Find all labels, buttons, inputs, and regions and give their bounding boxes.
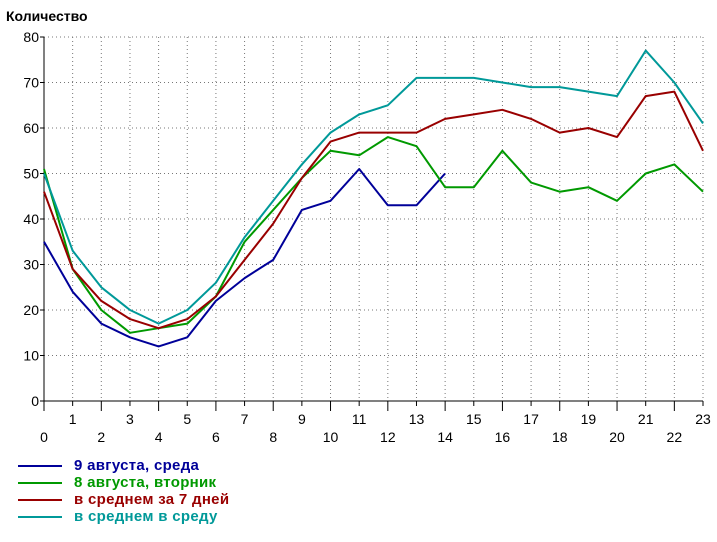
y-tick-label: 20 [23, 302, 39, 318]
legend-item: 9 августа, среда [18, 457, 229, 474]
series-lines [43, 49, 704, 348]
series-line [43, 136, 704, 334]
legend-label: 8 августа, вторник [74, 474, 217, 491]
x-tick-label: 2 [97, 429, 105, 445]
x-tick-label: 4 [155, 429, 163, 445]
x-tick-label: 3 [126, 411, 134, 427]
x-tick-label: 23 [695, 411, 711, 427]
y-tick-label: 0 [31, 393, 39, 409]
x-tick-label: 18 [552, 429, 568, 445]
y-tick-label: 80 [23, 29, 39, 45]
x-tick-label: 12 [380, 429, 396, 445]
x-tick-label: 19 [581, 411, 597, 427]
y-tick-label: 30 [23, 257, 39, 273]
x-tick-label: 7 [241, 411, 249, 427]
x-tick-label: 20 [609, 429, 625, 445]
legend: 9 августа, среда 8 августа, вторник в ср… [18, 457, 229, 525]
series-line [43, 90, 704, 330]
x-tick-label: 22 [667, 429, 683, 445]
legend-label: 9 августа, среда [74, 457, 200, 474]
legend-swatch [18, 464, 62, 467]
x-tick-label: 17 [523, 411, 539, 427]
y-tick-label: 10 [23, 348, 39, 364]
x-tick-label: 8 [269, 429, 277, 445]
y-tick-label: 50 [23, 166, 39, 182]
chart-title: Количество [6, 8, 88, 24]
x-tick-label: 16 [495, 429, 511, 445]
legend-label: в среднем за 7 дней [74, 491, 230, 508]
x-tick-label: 13 [409, 411, 425, 427]
legend-swatch [18, 481, 62, 484]
x-tick-label: 9 [298, 411, 306, 427]
legend-item: в среднем в среду [18, 508, 229, 525]
x-tick-label: 10 [323, 429, 339, 445]
x-tick-label: 6 [212, 429, 220, 445]
legend-swatch [18, 498, 62, 501]
y-tick-label: 60 [23, 120, 39, 136]
x-tick-label: 1 [69, 411, 77, 427]
y-tick-label: 70 [23, 75, 39, 91]
y-ticks: 0 10 20 30 40 50 60 70 80 [23, 29, 44, 409]
legend-swatch [18, 515, 62, 518]
x-tick-label: 5 [183, 411, 191, 427]
x-tick-label: 14 [437, 429, 453, 445]
x-tick-label: 15 [466, 411, 482, 427]
x-tick-label: 11 [352, 411, 367, 427]
legend-label: в среднем в среду [74, 508, 218, 525]
x-tick-label: 0 [40, 429, 48, 445]
grid [44, 36, 704, 401]
y-tick-label: 40 [23, 211, 39, 227]
x-tick-label: 21 [638, 411, 654, 427]
series-line [43, 49, 704, 325]
legend-item: 8 августа, вторник [18, 474, 229, 491]
series-line [43, 168, 446, 348]
legend-item: в среднем за 7 дней [18, 491, 229, 508]
